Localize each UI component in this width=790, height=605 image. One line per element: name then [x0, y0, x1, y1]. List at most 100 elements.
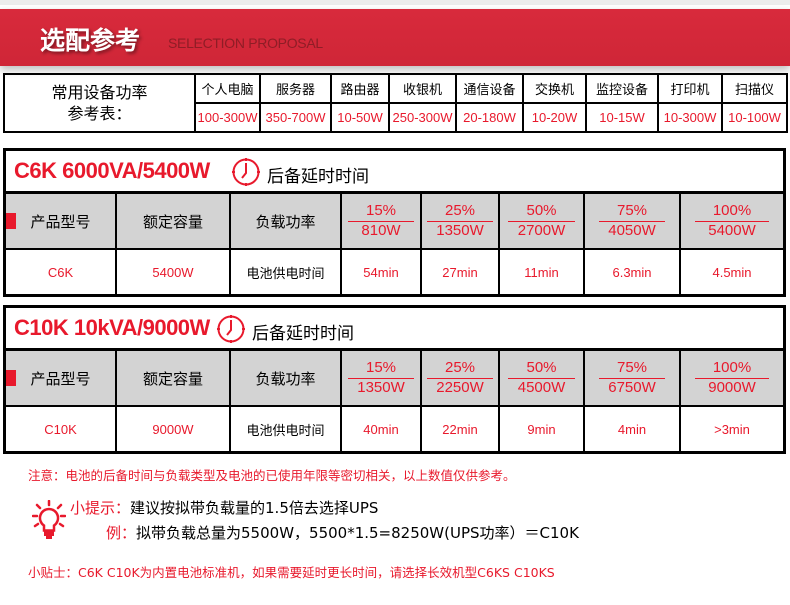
- capacity-value: 9000W: [115, 405, 231, 451]
- header-model-label: 产品型号: [30, 212, 91, 231]
- load-watt: 2700W: [517, 222, 566, 239]
- backup-time-table-c10k: C10K 10kVA/9000W 后备延时时间 产品型号 额定容量 负载功率 15…: [3, 305, 786, 454]
- load-watt: 5400W: [708, 222, 756, 239]
- device-power: 10-100W: [721, 102, 788, 133]
- tip-label: 小提示：: [70, 499, 131, 517]
- marker: [6, 370, 16, 386]
- clock-icon: [217, 315, 245, 343]
- device-name: 扫描仪: [721, 73, 788, 104]
- load-percent: 25%: [426, 202, 494, 222]
- load-percent: 50%: [508, 359, 575, 379]
- backup-time-label: 后备延时时间: [267, 167, 369, 187]
- load-watt: 4500W: [517, 379, 566, 396]
- backup-time: 54min: [340, 248, 422, 294]
- device-name: 服务器: [259, 73, 332, 104]
- header-model: 产品型号: [6, 194, 117, 250]
- banner-title: 选配参考: [40, 26, 141, 55]
- device-power: 10-15W: [585, 102, 659, 133]
- device-power: 10-300W: [657, 102, 723, 133]
- device-power: 100-300W: [194, 102, 261, 133]
- caution-note: 注意：电池的后备时间与负载类型及电池的已使用年限等密切相关，以上数值仅供参考。: [28, 468, 516, 483]
- header-model: 产品型号: [6, 351, 117, 407]
- backup-time: 11min: [498, 248, 585, 294]
- backup-time: 22min: [420, 405, 500, 451]
- load-level: 25% 2250W: [420, 351, 500, 407]
- model-value: C10K: [6, 405, 117, 451]
- backup-time: 27min: [420, 248, 500, 294]
- load-level: 15% 810W: [340, 194, 422, 250]
- backup-time-label: 后备延时时间: [252, 324, 354, 344]
- reference-label: 常用设备功率 参考表：: [3, 73, 196, 133]
- device-power: 350-700W: [259, 102, 332, 133]
- load-percent: 100%: [694, 359, 770, 379]
- load-watt: 1350W: [436, 222, 484, 239]
- backup-time: 4min: [583, 405, 681, 451]
- header-load: 负载功率: [229, 351, 342, 407]
- load-level: 15% 1350W: [340, 351, 422, 407]
- load-watt: 810W: [361, 222, 401, 239]
- backup-time: 6.3min: [583, 248, 681, 294]
- load-watt: 4050W: [608, 222, 656, 239]
- hint-note: 小贴士：C6K C10K为内置电池标准机，如果需要延时更长时间，请选择长效机型C…: [28, 565, 555, 580]
- reference-label-line1: 常用设备功率: [51, 83, 148, 102]
- device-name: 打印机: [657, 73, 723, 104]
- header-load: 负载功率: [229, 194, 342, 250]
- load-percent: 75%: [598, 359, 666, 379]
- product-title-row: C10K 10kVA/9000W 后备延时时间: [6, 308, 783, 351]
- header-capacity: 额定容量: [115, 351, 231, 407]
- battery-time-label: 电池供电时间: [229, 405, 342, 451]
- header-capacity: 额定容量: [115, 194, 231, 250]
- product-title: C6K 6000VA/5400W: [14, 158, 210, 183]
- clock-icon: [232, 158, 260, 186]
- device-name: 路由器: [330, 73, 390, 104]
- backup-time: 4.5min: [679, 248, 783, 294]
- device-name: 监控设备: [585, 73, 659, 104]
- device-power: 10-20W: [522, 102, 587, 133]
- device-name: 个人电脑: [194, 73, 261, 104]
- example-label: 例：: [106, 524, 137, 542]
- capacity-value: 5400W: [115, 248, 231, 294]
- load-level: 75% 6750W: [583, 351, 681, 407]
- product-title: C10K 10kVA/9000W: [14, 315, 210, 340]
- header-row: 产品型号 额定容量 负载功率 15% 810W 25% 1350W 50% 2700W 75%…: [6, 194, 783, 250]
- load-watt: 6750W: [608, 379, 656, 396]
- table-row: C6K 5400W 电池供电时间 54min 27min 11min 6.3min 4.5…: [6, 248, 783, 294]
- load-percent: 75%: [598, 202, 666, 222]
- load-watt: 1350W: [357, 379, 405, 396]
- banner-subtitle: SELECTION PROPOSAL: [168, 35, 323, 51]
- load-level: 50% 4500W: [498, 351, 585, 407]
- device-power: 250-300W: [388, 102, 457, 133]
- backup-time: >3min: [679, 405, 783, 451]
- device-power: 10-50W: [330, 102, 390, 133]
- header-model-label: 产品型号: [30, 369, 91, 388]
- header-row: 产品型号 额定容量 负载功率 15% 1350W 25% 2250W 50% 4500W 75…: [6, 351, 783, 407]
- product-title-row: C6K 6000VA/5400W 后备延时时间: [6, 151, 783, 194]
- backup-time: 9min: [498, 405, 585, 451]
- load-percent: 15%: [347, 359, 415, 379]
- load-level: 100% 9000W: [679, 351, 783, 407]
- backup-time-table-c6k: C6K 6000VA/5400W 后备延时时间 产品型号 额定容量 负载功率 15…: [3, 148, 786, 297]
- load-percent: 50%: [508, 202, 575, 222]
- device-name: 收银机: [388, 73, 457, 104]
- marker: [6, 213, 16, 229]
- lightbulb-icon: [32, 500, 66, 539]
- device-power: 20-180W: [455, 102, 524, 133]
- device-name: 通信设备: [455, 73, 524, 104]
- device-power-reference-table: 常用设备功率 参考表： 个人电脑 服务器 路由器 收银机 通信设备 交换机 监控设…: [3, 73, 788, 133]
- load-level: 100% 5400W: [679, 194, 783, 250]
- backup-time-grid: 产品型号 额定容量 负载功率 15% 810W 25% 1350W 50% 2700W 75%…: [6, 194, 783, 294]
- device-name: 交换机: [522, 73, 587, 104]
- reference-label-line2: 参考表：: [67, 104, 132, 123]
- load-percent: 25%: [426, 359, 494, 379]
- top-strip: [0, 0, 790, 5]
- load-percent: 100%: [694, 202, 770, 222]
- backup-time: 40min: [340, 405, 422, 451]
- section-banner: 选配参考 SELECTION PROPOSAL: [0, 9, 790, 66]
- backup-time-grid: 产品型号 额定容量 负载功率 15% 1350W 25% 2250W 50% 4500W 75…: [6, 351, 783, 451]
- load-level: 75% 4050W: [583, 194, 681, 250]
- example-text: 拟带负载总量为5500W，5500*1.5=8250W(UPS功率）＝C10K: [136, 524, 579, 542]
- model-value: C6K: [6, 248, 117, 294]
- battery-time-label: 电池供电时间: [229, 248, 342, 294]
- load-watt: 2250W: [436, 379, 484, 396]
- load-level: 25% 1350W: [420, 194, 500, 250]
